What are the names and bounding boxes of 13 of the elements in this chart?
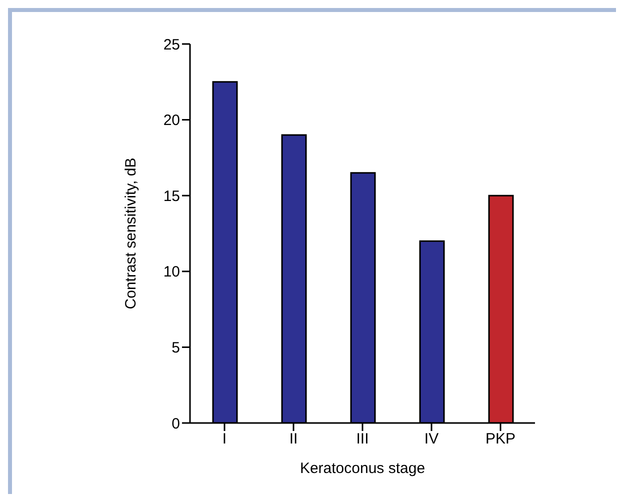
x-tick-label: I (222, 430, 227, 448)
x-tick-label: II (289, 430, 298, 448)
y-tick-label: 20 (163, 112, 180, 130)
x-axis-title: Keratoconus stage (300, 460, 426, 477)
y-tick-label: 10 (163, 264, 180, 281)
x-tick-label: PKP (485, 430, 516, 448)
y-tick-label: 0 (172, 415, 180, 432)
y-tick-label: 25 (163, 36, 180, 54)
y-tick-label: 15 (163, 188, 180, 205)
y-axis-title: Contrast sensitivity, dB (122, 158, 140, 310)
x-tick-label: III (356, 430, 369, 448)
y-tick-label: 5 (172, 340, 180, 357)
x-tick-label: IV (424, 430, 439, 448)
